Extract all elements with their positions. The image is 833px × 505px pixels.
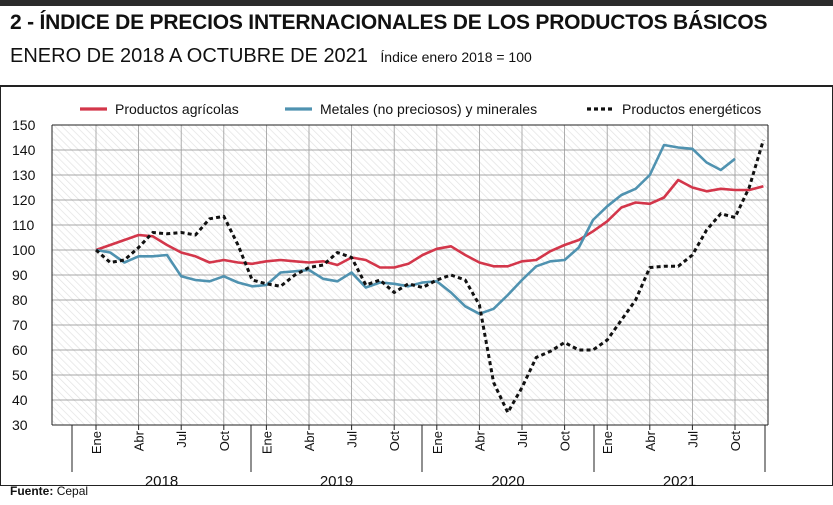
y-tick-label: 110 <box>12 217 35 233</box>
header-divider <box>0 85 833 86</box>
series-line-agricolas <box>95 178 764 269</box>
y-tick-label: 140 <box>12 142 36 158</box>
x-tick-label: Oct <box>387 431 402 452</box>
x-tick-label: Ene <box>430 431 445 454</box>
x-tick-label: Oct <box>728 431 743 452</box>
x-tick-label: Jul <box>174 431 189 448</box>
series-group <box>95 139 765 414</box>
x-tick-label: Abr <box>302 430 317 451</box>
y-tick-label: 120 <box>12 192 36 208</box>
y-tick-label: 30 <box>12 417 28 433</box>
y-tick-label: 60 <box>12 342 28 358</box>
subtitle-row: ENERO DE 2018 A OCTUBRE DE 2021 Índice e… <box>10 45 532 68</box>
legend-label: Productos energéticos <box>622 101 761 117</box>
x-tick-label: Abr <box>472 430 487 451</box>
x-tick-label: Ene <box>259 431 274 454</box>
x-tick-label: Ene <box>600 431 615 454</box>
x-tick-label: Abr <box>643 430 658 451</box>
y-tick-label: 90 <box>12 267 28 283</box>
year-label: 2019 <box>320 473 353 486</box>
legend: Productos agrícolas Metales (no preciosos… <box>80 101 761 117</box>
series-line-energeticos <box>95 139 765 414</box>
y-tick-label: 50 <box>12 367 28 383</box>
year-label: 2020 <box>491 473 524 486</box>
axes: 30 40 50 60 70 80 90 100 110 120 130 140 150 Ene Abr Ju… <box>12 117 769 486</box>
legend-label: Productos agrícolas <box>115 101 239 117</box>
y-tick-label: 150 <box>12 117 36 133</box>
series-line-metales <box>95 143 736 316</box>
y-tick-label: 80 <box>12 292 28 308</box>
chart-title: 2 - ÍNDICE DE PRECIOS INTERNACIONALES DE… <box>10 11 768 34</box>
legend-label: Metales (no preciosos) y minerales <box>320 101 537 117</box>
y-tick-label: 130 <box>12 167 36 183</box>
x-tick-label: Jul <box>685 431 700 448</box>
top-bar <box>0 0 833 6</box>
index-note: Índice enero 2018 = 100 <box>380 49 532 65</box>
line-chart: Productos agrícolas Metales (no preciosos… <box>0 86 833 486</box>
y-tick-label: 100 <box>12 242 36 258</box>
x-tick-label: Jul <box>515 431 530 448</box>
year-label: 2018 <box>145 473 178 486</box>
gridlines <box>52 124 768 426</box>
source-value: Cepal <box>56 484 89 498</box>
x-tick-label: Oct <box>558 431 573 452</box>
x-tick-label: Abr <box>132 430 147 451</box>
source-note: Fuente: Cepal <box>10 484 88 498</box>
year-label: 2021 <box>663 473 696 486</box>
x-tick-label: Oct <box>217 431 232 452</box>
source-label: Fuente: <box>10 484 54 498</box>
chart-subtitle: ENERO DE 2018 A OCTUBRE DE 2021 <box>10 45 368 67</box>
x-tick-label: Ene <box>89 431 104 454</box>
y-tick-label: 70 <box>12 317 28 333</box>
x-tick-label: Jul <box>345 431 360 448</box>
y-tick-label: 40 <box>12 392 28 408</box>
